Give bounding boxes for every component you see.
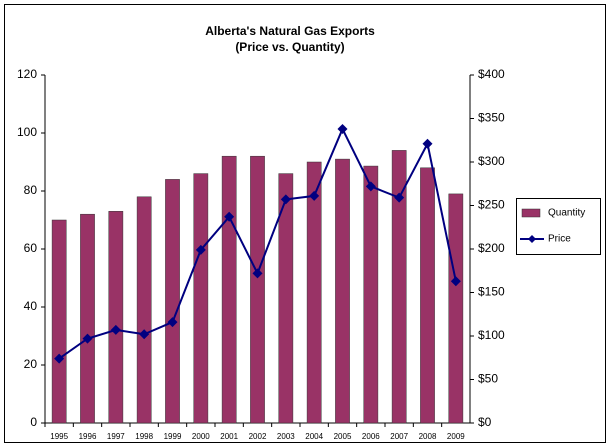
bar (108, 211, 124, 424)
legend-swatch (521, 208, 541, 218)
x-tick-label: 2004 (305, 432, 323, 441)
bar (278, 173, 294, 424)
marker (309, 190, 320, 201)
legend-box (516, 198, 601, 255)
bar (165, 179, 180, 424)
marker (195, 244, 206, 255)
y2-tick-label: $50 (478, 372, 498, 386)
marker (110, 324, 121, 335)
y2-tick-label: $200 (478, 241, 505, 255)
marker (450, 276, 461, 287)
legend-marker (528, 235, 536, 243)
y-tick-label: 80 (24, 183, 38, 197)
x-tick-label: 2009 (447, 432, 465, 441)
y-tick-label: 120 (17, 67, 37, 81)
marker (252, 268, 263, 279)
x-tick-label: 1997 (107, 432, 125, 441)
y2-tick-label: $400 (478, 67, 505, 81)
marker (337, 123, 348, 134)
bar (51, 219, 67, 424)
y-tick-label: 20 (24, 357, 38, 371)
y-tick-label: 0 (30, 415, 37, 429)
bar (420, 167, 435, 424)
y2-tick-label: $150 (478, 285, 505, 299)
bar (193, 173, 209, 424)
x-tick-label: 1998 (135, 432, 153, 441)
x-tick-label: 1996 (79, 432, 97, 441)
marker (167, 317, 178, 328)
bar (335, 158, 350, 424)
chart-title: Alberta's Natural Gas Exports (205, 24, 375, 38)
x-tick-label: 2008 (419, 432, 437, 441)
marker (394, 192, 405, 203)
legend-label: Quantity (548, 208, 585, 219)
x-tick-label: 2000 (192, 432, 210, 441)
legend-label: Price (548, 234, 571, 245)
chart-frame (4, 4, 606, 443)
marker (139, 329, 150, 340)
x-tick-label: 2006 (362, 432, 380, 441)
x-tick-label: 2007 (390, 432, 408, 441)
bar (448, 193, 464, 424)
y-tick-label: 60 (24, 241, 38, 255)
bar (136, 196, 152, 424)
marker (82, 333, 93, 344)
marker (280, 194, 291, 205)
x-tick-label: 2003 (277, 432, 295, 441)
marker (422, 138, 433, 149)
y2-tick-label: $250 (478, 198, 505, 212)
bar (80, 213, 95, 424)
marker (54, 353, 65, 364)
bar (250, 155, 265, 424)
bar (363, 165, 379, 424)
x-tick-label: 1999 (164, 432, 182, 441)
y-tick-label: 100 (17, 125, 37, 139)
bar (221, 155, 237, 424)
x-tick-label: 2001 (220, 432, 238, 441)
bar (306, 161, 322, 424)
x-tick-label: 2005 (334, 432, 352, 441)
marker (224, 211, 235, 222)
y-tick-label: 40 (24, 299, 38, 313)
marker (365, 181, 376, 192)
x-tick-label: 2002 (249, 432, 267, 441)
bar (391, 150, 407, 424)
y2-tick-label: $350 (478, 111, 505, 125)
chart-subtitle: (Price vs. Quantity) (235, 40, 344, 54)
y2-tick-label: $100 (478, 328, 505, 342)
y2-tick-label: $300 (478, 154, 505, 168)
x-tick-label: 1995 (50, 432, 68, 441)
y2-tick-label: $0 (478, 415, 492, 429)
